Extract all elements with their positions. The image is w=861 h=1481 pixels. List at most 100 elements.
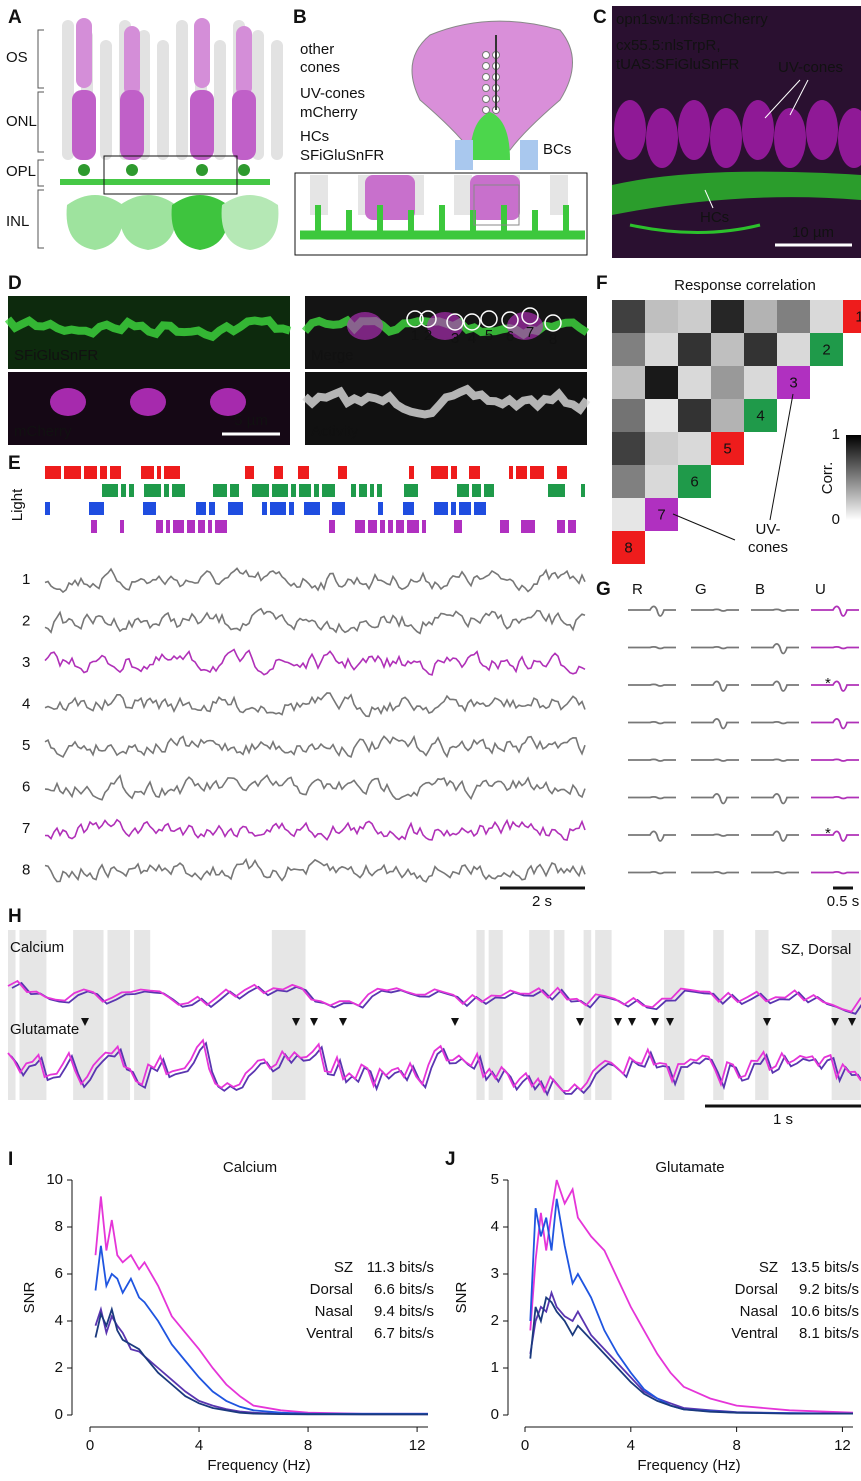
uv-cone-signal (774, 108, 806, 168)
light-pulse (102, 484, 118, 497)
correlation-cell (777, 300, 810, 333)
vesicle (483, 96, 490, 103)
light-pulse (568, 520, 576, 533)
annotation: SFiGluSnFR (300, 147, 384, 164)
row-label: 3 (22, 654, 30, 671)
cell-label: 5 (723, 440, 731, 457)
stimulus-shade (595, 930, 611, 1100)
kernel-trace (751, 759, 799, 761)
light-pulse (457, 484, 469, 497)
correlation-cell (711, 366, 744, 399)
correlation-cell (612, 300, 645, 333)
bracket (38, 30, 44, 88)
response-trace (45, 775, 585, 799)
light-pulse (270, 502, 286, 515)
light-pulse (164, 466, 180, 479)
kernel-trace (628, 797, 676, 799)
other-cone (214, 40, 226, 160)
kernel-trace (751, 681, 799, 691)
kernel-trace (751, 872, 799, 874)
vesicle (483, 107, 490, 114)
panel-letter: J (445, 1149, 456, 1170)
uv-cone-signal (614, 100, 646, 160)
light-pulse (548, 484, 565, 497)
panel-letter: A (8, 7, 22, 28)
x-tick-label: 0 (86, 1437, 94, 1454)
kernel-trace (811, 719, 859, 729)
cone-signal (50, 388, 86, 416)
light-pulse (469, 466, 480, 479)
figure: AOSONLOPLINLotherconesBUV-conesmCherryHC… (0, 0, 861, 1481)
uv-cone-signal (678, 100, 710, 160)
cell-label: 1 (855, 308, 861, 325)
stimulus-shade (272, 930, 306, 1100)
uv-cone-signal (806, 100, 838, 160)
asterisk: * (825, 825, 831, 842)
light-pulse (84, 466, 97, 479)
correlation-cell (645, 333, 678, 366)
stimulus-shade (554, 930, 565, 1100)
legend-value: 6.7 bits/s (374, 1325, 434, 1342)
cell-label: 6 (690, 473, 698, 490)
correlation-cell (810, 300, 843, 333)
light-pulse (557, 466, 567, 479)
roi-label: 4 (468, 330, 476, 347)
response-trace (45, 820, 585, 840)
roi-label: 2 (424, 327, 432, 344)
light-pulse (314, 484, 319, 497)
axis-label: Light (9, 488, 26, 521)
y-tick-label: 4 (55, 1312, 63, 1329)
x-tick-label: 12 (834, 1437, 851, 1454)
correlation-cell (744, 300, 777, 333)
hc-soma (67, 195, 124, 250)
vesicle (483, 63, 490, 70)
bracket (38, 92, 44, 152)
annotation: UV- (755, 521, 780, 538)
cell-label: 7 (657, 506, 665, 523)
light-pulse (388, 520, 393, 533)
light-pulse (368, 520, 377, 533)
legend-value: 11.3 bits/s (367, 1259, 434, 1276)
light-pulse (530, 466, 544, 479)
light-pulse (332, 502, 345, 515)
row-label: 7 (22, 820, 30, 837)
legend-entry: Nasal (315, 1303, 353, 1320)
light-pulse (215, 520, 227, 533)
trace-label: Glutamate (10, 1021, 79, 1038)
x-tick-label: 4 (627, 1437, 635, 1454)
correlation-cell (711, 300, 744, 333)
light-pulse (45, 502, 50, 515)
roi-label: 3 (451, 330, 459, 347)
column-label: G (695, 581, 707, 598)
stimulus-shade (755, 930, 768, 1100)
annotation: cx55.5:nlsTrpR, (616, 37, 720, 54)
kernel-trace (811, 831, 859, 841)
correlation-cell (744, 366, 777, 399)
uv-cone (365, 175, 415, 220)
other-cone (271, 40, 283, 160)
column-label: R (632, 581, 643, 598)
uv-cone-body (120, 90, 144, 160)
legend-entry: Dorsal (808, 941, 851, 958)
kernel-trace (751, 609, 799, 611)
legend-entry: SZ (334, 1259, 353, 1276)
light-pulse (198, 520, 205, 533)
light-pulse (89, 502, 104, 515)
other-cone (100, 40, 112, 160)
correlation-cell (612, 498, 645, 531)
legend-entry: Dorsal (735, 1281, 778, 1298)
legend-entry: Ventral (731, 1325, 778, 1342)
colorbar-tick-label: 1 (832, 426, 840, 443)
vesicle (483, 52, 490, 59)
annotation: UV-cones (300, 85, 365, 102)
stimulus-shade (584, 930, 592, 1100)
annotation: cones (748, 539, 788, 556)
kernel-trace (811, 797, 859, 799)
other-cone (176, 20, 188, 160)
row-label: 8 (22, 861, 30, 878)
uv-cone-body (72, 90, 96, 160)
pedicle (126, 164, 138, 176)
light-pulse (407, 520, 419, 533)
light-pulse (209, 502, 215, 515)
y-tick-label: 8 (55, 1218, 63, 1235)
